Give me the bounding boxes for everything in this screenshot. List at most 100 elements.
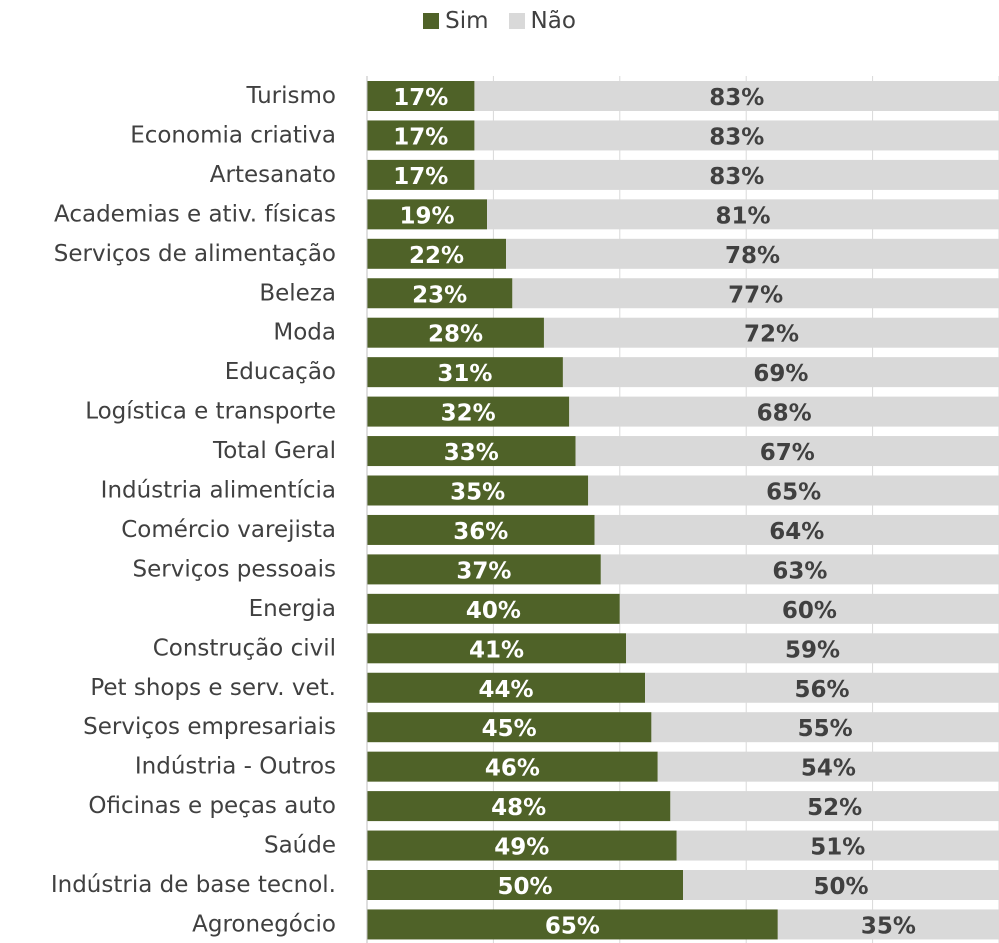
legend-swatch-nao [508, 13, 525, 29]
data-label-sim: 37% [456, 558, 511, 584]
bar-sim [367, 475, 589, 506]
data-label-nao: 63% [772, 558, 827, 584]
data-label-nao: 35% [861, 913, 916, 939]
data-label-sim: 44% [479, 677, 534, 703]
bar-nao [670, 791, 999, 822]
bar-nao [543, 317, 999, 348]
bar-nao [619, 593, 999, 624]
bar-sim [367, 593, 620, 624]
data-label-nao: 81% [716, 203, 771, 229]
data-label-nao: 52% [807, 795, 862, 821]
category-label: Indústria de base tecnol. [51, 872, 336, 898]
category-label: Oficinas e peças auto [88, 793, 336, 819]
data-label-sim: 23% [412, 282, 467, 308]
category-label: Energia [249, 596, 336, 622]
bar-sim [367, 791, 671, 822]
data-label-nao: 83% [709, 124, 764, 150]
bar-nao [487, 199, 999, 230]
data-label-nao: 83% [709, 85, 764, 111]
bar-nao [562, 357, 999, 388]
data-label-sim: 22% [409, 243, 464, 269]
data-label-sim: 50% [497, 874, 552, 900]
category-label: Logística e transporte [85, 399, 336, 425]
bar-nao [657, 751, 999, 782]
category-label: Academias e ativ. físicas [54, 201, 336, 227]
bar-sim [367, 436, 576, 467]
bar-sim [367, 633, 627, 664]
data-label-nao: 54% [801, 756, 856, 782]
bar-nao [777, 909, 999, 940]
bar-sim [367, 712, 652, 743]
data-label-sim: 32% [441, 401, 496, 427]
bar-sim [367, 751, 658, 782]
bar-sim [367, 120, 475, 151]
bar-nao [588, 475, 999, 506]
bar-nao [683, 870, 999, 900]
legend-swatch-sim [423, 13, 440, 29]
bar-sim [367, 554, 601, 585]
bar-sim [367, 672, 646, 703]
bar-sim [367, 830, 677, 861]
legend-label-sim: Sim [445, 8, 489, 34]
bar-sim [367, 357, 563, 388]
category-label: Agronegócio [192, 911, 336, 937]
category-label: Total Geral [212, 438, 336, 464]
data-label-nao: 68% [757, 401, 812, 427]
category-label: Artesanato [210, 162, 336, 188]
bar-sim [367, 199, 488, 230]
bar-nao [569, 396, 999, 427]
bar-sim [367, 238, 507, 269]
category-label: Pet shops e serv. vet. [90, 675, 336, 701]
bar-nao [512, 278, 999, 309]
data-label-sim: 48% [491, 795, 546, 821]
bar-sim [367, 81, 475, 111]
bar-nao [474, 159, 999, 190]
data-label-nao: 83% [709, 164, 764, 190]
legend-label-nao: Não [530, 8, 576, 34]
bar-nao [474, 120, 999, 151]
category-label: Serviços empresariais [83, 714, 336, 740]
data-label-sim: 45% [482, 716, 537, 742]
category-label: Beleza [259, 280, 336, 306]
data-label-nao: 60% [782, 598, 837, 624]
data-label-sim: 40% [466, 598, 521, 624]
data-label-nao: 64% [769, 519, 824, 545]
legend-item-nao: Não [508, 8, 576, 34]
data-label-nao: 72% [744, 322, 799, 348]
data-label-sim: 17% [393, 164, 448, 190]
data-label-sim: 17% [393, 124, 448, 150]
data-label-nao: 51% [810, 835, 865, 861]
data-label-nao: 55% [798, 716, 853, 742]
bar-sim [367, 396, 570, 427]
data-label-nao: 65% [766, 480, 821, 506]
data-label-sim: 17% [393, 85, 448, 111]
bar-nao [594, 514, 999, 545]
bar-nao [651, 712, 999, 743]
bar-sim [367, 159, 475, 190]
bar-nao [506, 238, 999, 269]
data-label-sim: 49% [494, 835, 549, 861]
category-label: Educação [225, 359, 336, 385]
category-label: Moda [273, 320, 336, 346]
bar-sim [367, 909, 778, 940]
data-label-nao: 59% [785, 637, 840, 663]
category-label: Serviços de alimentação [54, 241, 336, 267]
data-label-sim: 31% [437, 361, 492, 387]
category-label: Indústria - Outros [135, 754, 336, 780]
category-label: Turismo [246, 83, 336, 109]
bar-sim [367, 317, 544, 348]
data-label-sim: 41% [469, 637, 524, 663]
category-label: Construção civil [153, 635, 336, 661]
bar-sim [367, 870, 683, 900]
data-label-nao: 50% [813, 874, 868, 900]
data-label-sim: 35% [450, 480, 505, 506]
data-label-sim: 46% [485, 756, 540, 782]
data-label-sim: 28% [428, 322, 483, 348]
data-label-nao: 78% [725, 243, 780, 269]
bar-nao [600, 554, 999, 585]
legend: Sim Não [0, 4, 999, 38]
data-label-nao: 67% [760, 440, 815, 466]
category-label: Comércio varejista [121, 517, 336, 543]
category-label: Serviços pessoais [133, 556, 336, 582]
bar-nao [626, 633, 999, 664]
